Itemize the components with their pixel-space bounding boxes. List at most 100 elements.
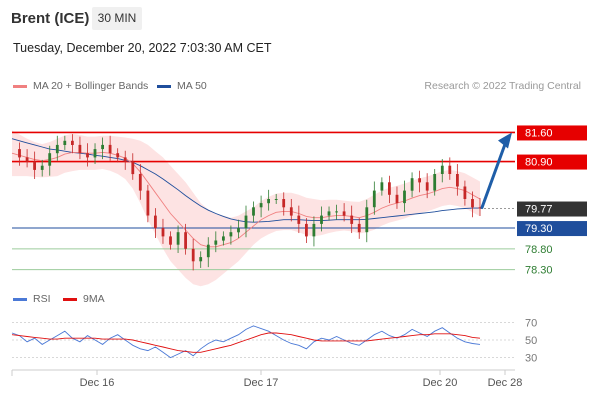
level-label-78-80: 78.80 xyxy=(525,244,553,256)
x-tick-label-dec-16: Dec 16 xyxy=(80,377,115,389)
candle-body xyxy=(33,161,36,170)
rsi-tick-30: 30 xyxy=(525,353,537,365)
candle-body xyxy=(335,211,338,213)
level-label-79-30: 79.30 xyxy=(525,223,553,235)
candle-body xyxy=(184,232,187,249)
candle-body xyxy=(25,157,29,162)
candle-body xyxy=(433,174,437,191)
candle-body xyxy=(222,236,225,241)
rsi-tick-50: 50 xyxy=(525,335,537,347)
page-title: Brent (ICE) xyxy=(11,10,90,27)
candle-body xyxy=(169,236,172,245)
candle-body xyxy=(199,257,203,262)
candle-body xyxy=(342,211,346,216)
x-tick-label-dec-20: Dec 20 xyxy=(423,377,458,389)
rsi-line xyxy=(11,325,481,359)
candle-body xyxy=(327,211,331,216)
candle-body xyxy=(116,153,120,158)
interval-badge[interactable]: 30 MIN xyxy=(92,7,142,30)
rsi-ma-line xyxy=(11,332,481,353)
candle-body xyxy=(259,203,263,208)
candle-body xyxy=(418,178,421,183)
candle-body xyxy=(108,144,112,154)
level-label-81-60: 81.60 xyxy=(525,127,553,139)
candle-body xyxy=(86,153,89,158)
candle-body xyxy=(18,149,21,158)
candle-body xyxy=(48,153,52,166)
level-label-79-30-box xyxy=(517,221,587,237)
candle-body xyxy=(138,174,142,191)
rsi-swatch xyxy=(13,297,27,301)
candle-body xyxy=(40,165,44,170)
candle-body xyxy=(229,232,233,237)
ma50-swatch xyxy=(157,84,171,88)
candle-body xyxy=(154,215,157,229)
candle-body xyxy=(93,149,97,158)
legend-rsi-ma: 9MA xyxy=(63,293,105,305)
x-tick-label-dec-17: Dec 17 xyxy=(244,377,279,389)
candle-body xyxy=(312,223,316,237)
candle-body xyxy=(214,240,218,245)
candle-body xyxy=(176,232,180,245)
rsi-tick-70: 70 xyxy=(525,317,537,329)
candle-body xyxy=(206,244,210,258)
candle-body xyxy=(448,165,452,174)
candle-body xyxy=(471,199,474,208)
candle-body xyxy=(146,190,150,216)
candle-body xyxy=(55,144,59,154)
candle-body xyxy=(71,140,74,145)
candle-body xyxy=(380,182,384,191)
candle-body xyxy=(395,194,399,204)
candle-body xyxy=(410,178,414,191)
legend-rsi: RSI xyxy=(13,293,51,305)
candle-body xyxy=(388,182,391,195)
legend-ma50-label: MA 50 xyxy=(177,80,207,92)
level-label-80-90: 80.90 xyxy=(525,157,553,169)
candle-body xyxy=(282,199,286,208)
copyright: Research © 2022 Trading Central xyxy=(424,80,581,92)
candle-body xyxy=(274,199,278,200)
candles xyxy=(18,134,482,271)
rsi-ma-swatch xyxy=(63,297,77,301)
candle-body xyxy=(440,165,444,174)
legend-ma50: MA 50 xyxy=(157,80,207,92)
candle-body xyxy=(478,207,482,209)
legend-rsi-label: RSI xyxy=(33,293,51,305)
candle-body xyxy=(305,223,308,237)
level-label-79-77-box xyxy=(517,201,587,217)
legend-rsi-ma-label: 9MA xyxy=(83,293,105,305)
candle-body xyxy=(456,174,459,187)
forecast-arrow-head xyxy=(498,132,512,149)
candle-body xyxy=(425,182,429,191)
candle-body xyxy=(131,161,135,175)
level-label-81-60-box xyxy=(517,125,587,141)
candle-body xyxy=(191,248,195,262)
candle-body xyxy=(403,190,406,204)
level-label-78-30: 78.30 xyxy=(525,265,553,277)
candle-body xyxy=(123,157,127,162)
candle-body xyxy=(78,144,82,154)
candle-body xyxy=(350,215,354,224)
legend-ma20: MA 20 + Bollinger Bands xyxy=(13,80,148,92)
candle-body xyxy=(237,228,240,233)
candle-body xyxy=(297,215,301,224)
forecast-arrow-shaft xyxy=(480,139,508,210)
candle-body xyxy=(365,207,369,233)
candle-body xyxy=(244,215,248,229)
candle-body xyxy=(63,140,67,145)
level-label-79-77: 79.77 xyxy=(525,204,553,216)
candle-body xyxy=(289,207,293,216)
candle-body xyxy=(357,223,361,233)
legend-ma20-label: MA 20 + Bollinger Bands xyxy=(33,80,149,92)
x-tick-label-dec-28: Dec 28 xyxy=(488,377,523,389)
candle-body xyxy=(372,190,376,208)
level-label-80-90-box xyxy=(517,154,587,170)
candle-body xyxy=(463,186,467,199)
candle-body xyxy=(320,215,323,224)
ma20-swatch xyxy=(13,84,27,88)
candle-body xyxy=(101,144,104,150)
timestamp: Tuesday, December 20, 2022 7:03:30 AM CE… xyxy=(13,41,272,55)
candle-body xyxy=(252,207,255,216)
bollinger-band xyxy=(12,130,480,287)
